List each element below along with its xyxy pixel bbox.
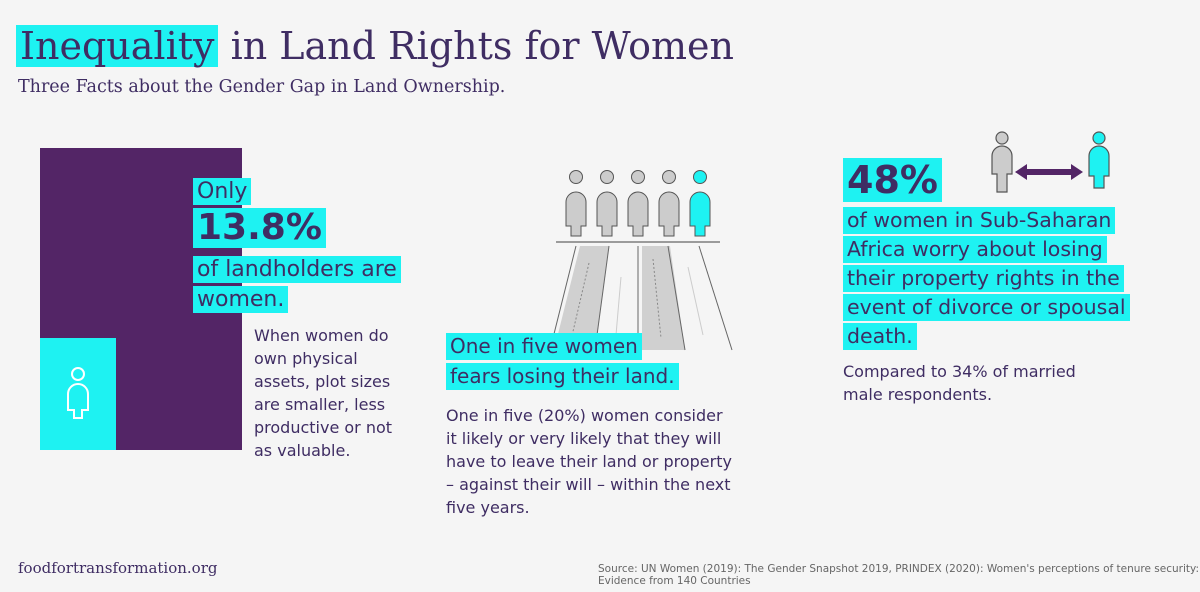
man-woman-comparison xyxy=(991,131,1110,193)
double-arrow-icon xyxy=(1015,164,1083,180)
fact1-line2: women. xyxy=(193,286,289,313)
woman-icon xyxy=(565,170,587,237)
woman-icon xyxy=(689,170,711,237)
fact1-only: Only xyxy=(193,178,252,205)
woman-icon xyxy=(596,170,618,237)
fact2-description: One in five (20%) women consider it like… xyxy=(446,406,732,517)
fact3-description: Compared to 34% of married male responde… xyxy=(843,362,1076,404)
fact1-line1: of landholders are xyxy=(193,256,401,283)
source-note: Source: UN Women (2019): The Gender Snap… xyxy=(598,563,1199,587)
women-share-square xyxy=(40,338,116,450)
woman-icon xyxy=(627,170,649,237)
fact2-line1: One in five women xyxy=(446,333,642,360)
fact1-value: 13.8% xyxy=(193,208,326,248)
fact3-value: 48% xyxy=(843,158,942,202)
title-rest: in Land Rights for Women xyxy=(230,24,735,68)
page-title: Inequality in Land Rights for Women xyxy=(16,24,734,68)
fact2-line2: fears losing their land. xyxy=(446,363,679,390)
woman-icon xyxy=(658,170,680,237)
subtitle: Three Facts about the Gender Gap in Land… xyxy=(18,77,506,97)
fact1-description: When women do own physical assets, plot … xyxy=(254,326,393,460)
title-highlight: Inequality xyxy=(16,25,219,67)
woman-icon xyxy=(1088,131,1110,189)
footer-site[interactable]: foodfortransformation.org xyxy=(18,559,218,577)
road-icon xyxy=(549,170,733,351)
fact3-text: of women in Sub-Saharan Africa worry abo… xyxy=(843,207,1130,352)
woman-icon xyxy=(67,367,89,419)
person-icon xyxy=(991,131,1013,193)
